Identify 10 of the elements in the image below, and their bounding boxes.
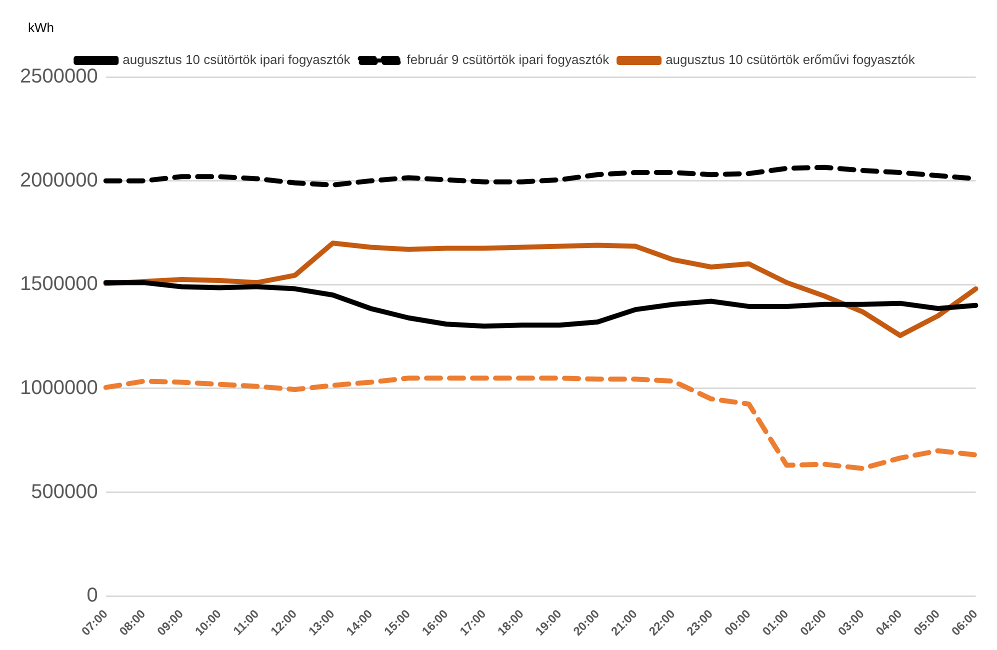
y-tick-label: 0	[86, 584, 98, 607]
legend-label: augusztus 10 csütörtök erőművi fogyasztók	[666, 52, 916, 68]
y-axis-title: kWh	[28, 20, 54, 36]
y-tick-label: 1000000	[20, 376, 98, 399]
legend-label: február 9 csütörtök ipari fogyasztók	[406, 52, 610, 68]
y-tick-label: 500000	[31, 480, 98, 503]
y-tick-label: 1500000	[20, 273, 98, 296]
y-tick-label: 2500000	[20, 66, 98, 88]
legend-label: augusztus 10 csütörtök ipari fogyasztók	[122, 52, 351, 68]
y-tick-label: 2000000	[20, 169, 98, 192]
